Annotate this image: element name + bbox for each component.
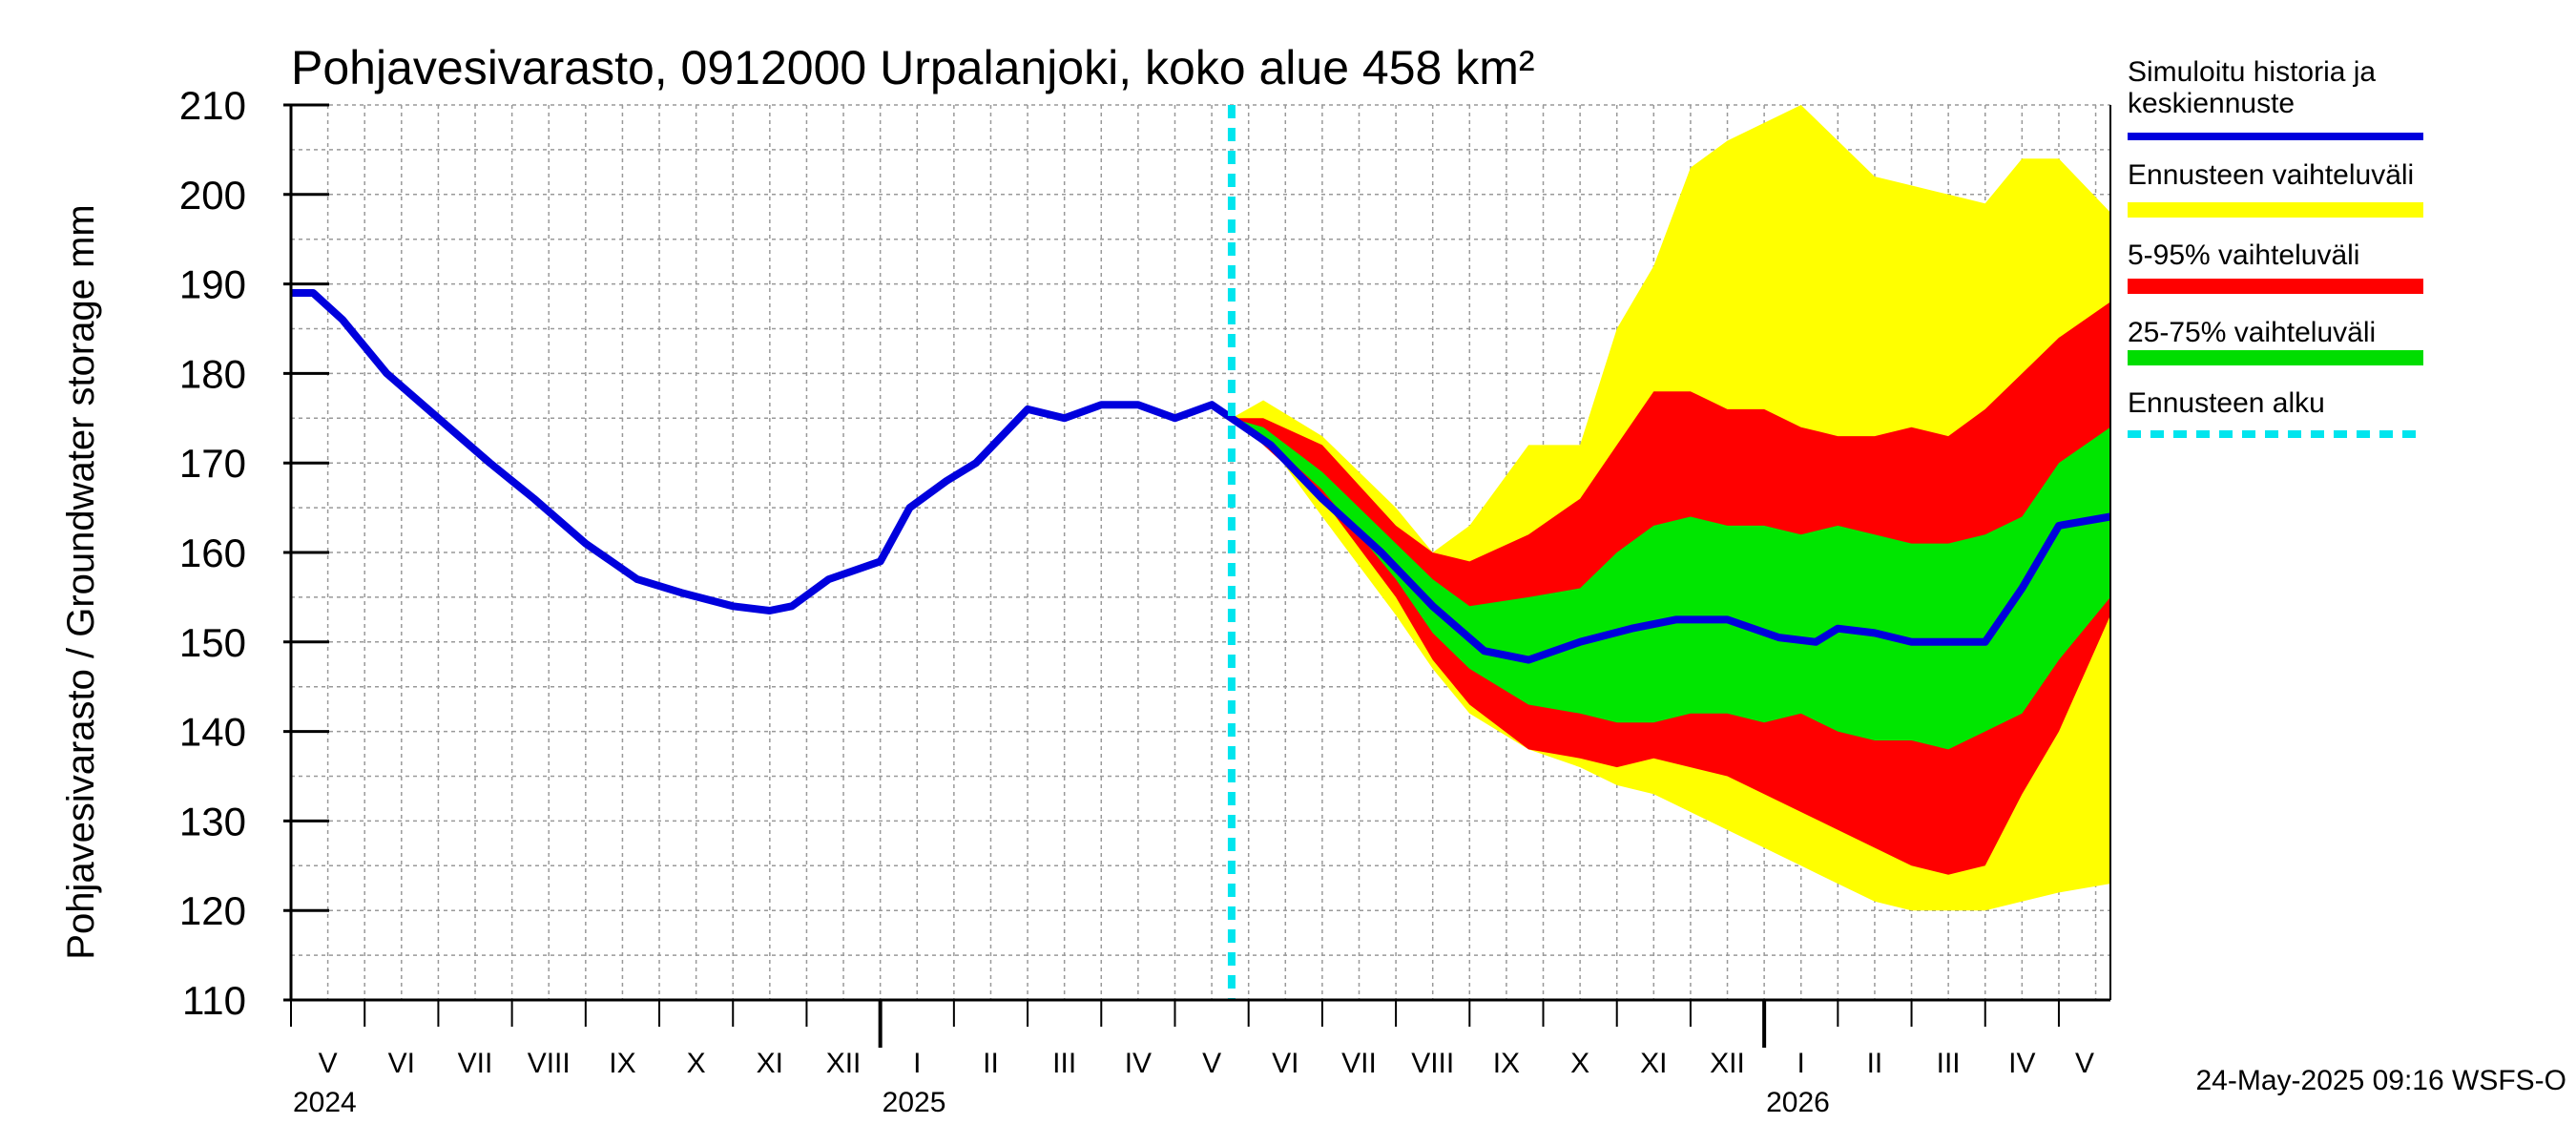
chart-title: Pohjavesivarasto, 0912000 Urpalanjoki, k… [291,41,1535,94]
y-tick-label: 120 [179,888,246,933]
x-month-label: I [913,1048,921,1079]
y-tick-label: 200 [179,173,246,218]
x-month-label: XI [757,1048,783,1079]
x-month-labels: V VI VII VIII IX X XI XII I II III IV V VI VII VIII IX X X… [293,1048,2094,1118]
y-tick-label: 160 [179,531,246,575]
y-tick-label: 170 [179,441,246,486]
axes [283,103,2111,1048]
x-month-label: V [319,1048,338,1079]
lines [291,105,2111,1000]
legend-item: Ennusteen alku [2128,387,2423,438]
x-year-label: 2024 [293,1087,357,1118]
band-25-75-vaihteluv-li [1231,418,2110,750]
x-month-label: XII [826,1048,862,1079]
x-month-label: VIII [1411,1048,1454,1079]
x-month-label: IX [609,1048,635,1079]
x-month-label: IV [2008,1048,2035,1079]
bands [1231,105,2110,911]
x-month-label: V [2075,1048,2094,1079]
x-month-label: I [1797,1048,1805,1079]
legend-label: 25-75% vaihteluväli [2128,317,2376,348]
x-month-label: VIII [528,1048,571,1079]
legend-swatch [2128,279,2423,294]
y-tick-label: 110 [182,978,246,1023]
legend-label: Ennusteen alku [2128,387,2325,419]
y-axis-label: Pohjavesivarasto / Groundwater storage m… [60,204,102,959]
y-tick-label: 190 [179,262,246,307]
series-line-median [291,289,2111,664]
legend-label: 5-95% vaihteluväli [2128,239,2359,271]
y-tick-labels: 110 120 130 140 150 160 170 180 190 200 210 [179,83,246,1023]
legend-label: Ennusteen vaihteluväli [2128,159,2414,191]
x-month-label: II [983,1048,999,1079]
legend-item: 25-75% vaihteluväli [2128,317,2423,365]
x-month-label: VI [388,1048,415,1079]
x-month-label: III [1052,1048,1076,1079]
legend-label: keskiennuste [2128,88,2295,119]
x-month-label: III [1937,1048,1961,1079]
legend-swatch [2128,350,2423,365]
x-month-label: X [687,1048,706,1079]
x-year-label: 2026 [1766,1087,1830,1118]
x-month-label: VII [1341,1048,1377,1079]
y-tick-label: 180 [179,351,246,396]
x-month-label: II [1867,1048,1883,1079]
x-month-label: XI [1640,1048,1667,1079]
timestamp-footer: 24-May-2025 09:16 WSFS-O [2196,1065,2567,1096]
x-month-label: IX [1493,1048,1520,1079]
x-month-label: V [1202,1048,1221,1079]
x-month-label: XII [1710,1048,1745,1079]
y-tick-label: 130 [179,799,246,843]
x-year-label: 2025 [883,1087,946,1118]
y-tick-label: 150 [179,620,246,665]
y-tick-label: 140 [179,710,246,755]
legend-item: Ennusteen vaihteluväli [2128,159,2423,218]
x-month-label: VII [458,1048,493,1079]
x-month-label: VI [1272,1048,1298,1079]
x-month-label: X [1570,1048,1589,1079]
legend-label: Simuloitu historia ja [2128,56,2376,88]
legend-swatch [2128,202,2423,218]
x-month-label: IV [1125,1048,1152,1079]
legend-item: 5-95% vaihteluväli [2128,239,2423,294]
y-tick-label: 210 [179,83,246,128]
